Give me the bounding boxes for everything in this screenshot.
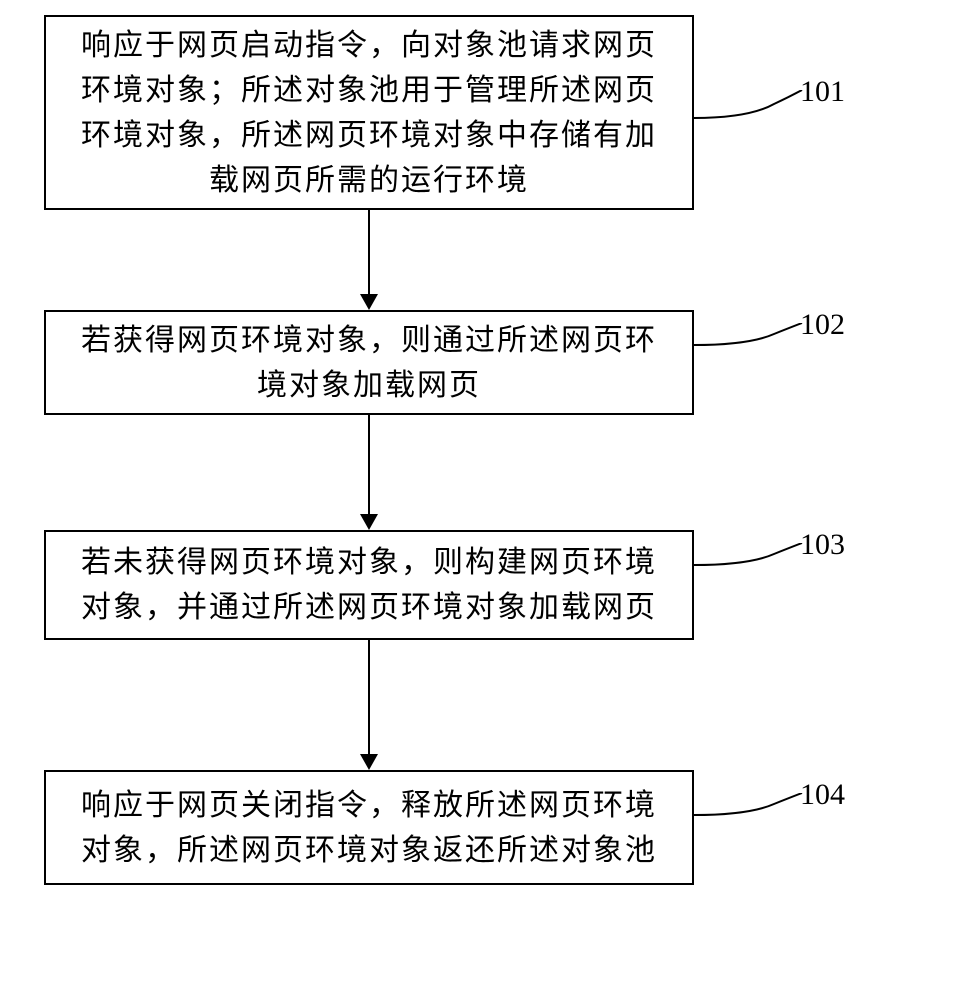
node-label: 101 xyxy=(800,75,845,109)
flowchart-node: 响应于网页关闭指令，释放所述网页环境对象，所述网页环境对象返还所述对象池 xyxy=(44,770,694,885)
node-text: 响应于网页启动指令，向对象池请求网页环境对象；所述对象池用于管理所述网页环境对象… xyxy=(66,23,672,203)
flowchart-node: 若获得网页环境对象，则通过所述网页环境对象加载网页 xyxy=(44,310,694,415)
arrow-head xyxy=(360,754,378,770)
arrow-line xyxy=(368,210,370,295)
leader-curve xyxy=(694,543,804,568)
flowchart-container: 响应于网页启动指令，向对象池请求网页环境对象；所述对象池用于管理所述网页环境对象… xyxy=(0,0,954,1000)
leader-curve xyxy=(694,90,804,120)
node-text: 若未获得网页环境对象，则构建网页环境对象，并通过所述网页环境对象加载网页 xyxy=(66,540,672,630)
arrow-head xyxy=(360,294,378,310)
flowchart-node: 响应于网页启动指令，向对象池请求网页环境对象；所述对象池用于管理所述网页环境对象… xyxy=(44,15,694,210)
arrow-line xyxy=(368,415,370,515)
node-label: 103 xyxy=(800,528,845,562)
leader-curve xyxy=(694,793,804,818)
node-text: 响应于网页关闭指令，释放所述网页环境对象，所述网页环境对象返还所述对象池 xyxy=(66,783,672,873)
leader-curve xyxy=(694,323,804,348)
flowchart-node: 若未获得网页环境对象，则构建网页环境对象，并通过所述网页环境对象加载网页 xyxy=(44,530,694,640)
node-text: 若获得网页环境对象，则通过所述网页环境对象加载网页 xyxy=(66,318,672,408)
arrow-line xyxy=(368,640,370,755)
node-label: 104 xyxy=(800,778,845,812)
node-label: 102 xyxy=(800,308,845,342)
arrow-head xyxy=(360,514,378,530)
